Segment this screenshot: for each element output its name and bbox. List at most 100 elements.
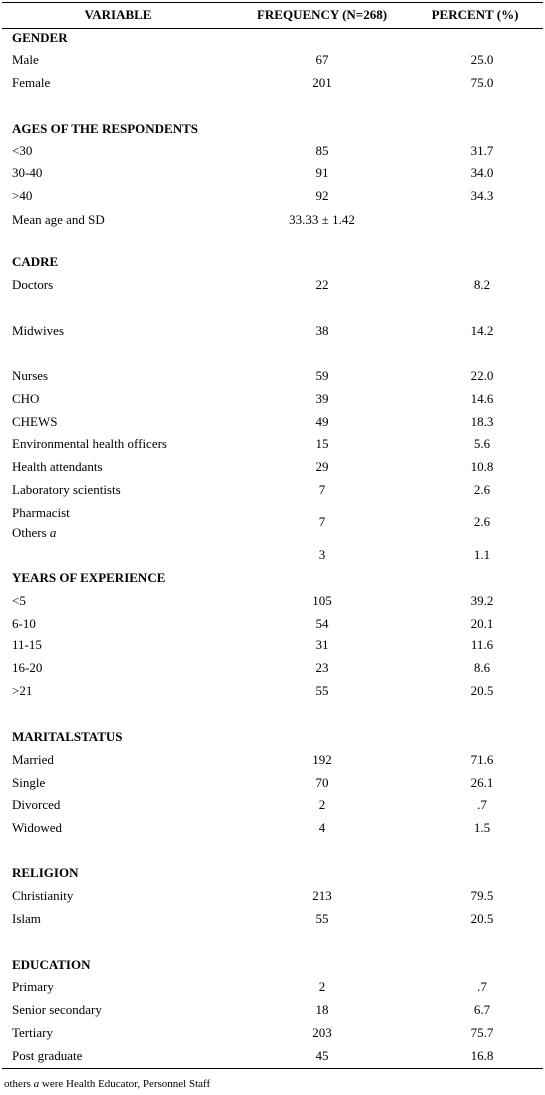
row-label: Others a	[12, 525, 57, 540]
row-label: Widowed	[12, 820, 63, 835]
percent-cell: 1.1	[473, 547, 491, 562]
percent-cell: 10.8	[470, 459, 494, 474]
row-label: 16-20	[12, 660, 43, 675]
row-label: 11-15	[12, 637, 42, 652]
header-cell: FREQUENCY (N=268)	[256, 7, 388, 22]
footnote: others a were Health Educator, Personnel…	[4, 1076, 210, 1092]
header-cell: PERCENT (%)	[431, 7, 519, 22]
frequency-cell: 15	[315, 436, 329, 451]
frequency-cell: 38	[315, 323, 329, 338]
section-label: GENDER	[12, 30, 68, 45]
row-label: Primary	[12, 979, 54, 994]
percent-cell: 75.0	[470, 75, 494, 90]
frequency-cell: 67	[315, 52, 329, 67]
percent-cell: 14.6	[470, 391, 494, 406]
row-label: Female	[12, 75, 51, 90]
row-label: Tertiary	[12, 1025, 53, 1040]
frequency-cell: 105	[312, 593, 332, 608]
row-label: Health attendants	[12, 459, 103, 474]
frequency-cell: 23	[315, 660, 329, 675]
section-label: MARITALSTATUS	[12, 729, 123, 744]
row-label: >21	[12, 683, 33, 698]
frequency-cell: 203	[312, 1025, 332, 1040]
footnote-text: were Health Educator, Personnel Staff	[41, 1078, 211, 1090]
frequency-cell: 85	[315, 143, 329, 158]
percent-cell: 8.2	[473, 277, 491, 292]
row-label: Midwives	[12, 323, 64, 338]
header-rule	[2, 28, 543, 29]
section-label: EDUCATION	[12, 957, 91, 972]
frequency-cell: 2	[318, 979, 326, 994]
frequency-cell: 31	[315, 637, 329, 652]
percent-cell: 34.0	[470, 165, 494, 180]
percent-cell: .7	[477, 797, 487, 812]
percent-cell: 1.5	[473, 820, 491, 835]
frequency-cell: 55	[315, 911, 329, 926]
percent-cell: 16.8	[470, 1048, 494, 1063]
row-label: <5	[12, 593, 26, 608]
percent-cell: 71.6	[470, 752, 494, 767]
row-label: CHO	[12, 391, 40, 406]
row-label: Pharmacist	[12, 505, 70, 520]
percent-cell: 34.3	[470, 188, 494, 203]
frequency-cell: 92	[315, 188, 329, 203]
percent-cell: 79.5	[470, 888, 494, 903]
percent-cell: 22.0	[470, 368, 494, 383]
row-label: 30-40	[12, 165, 43, 180]
percent-cell: 5.6	[473, 436, 491, 451]
percent-cell: 20.1	[470, 616, 494, 631]
footnote-text: others	[4, 1078, 31, 1090]
section-label: RELIGION	[12, 865, 79, 880]
frequency-cell: 49	[315, 414, 329, 429]
frequency-cell: 7	[318, 482, 326, 497]
percent-cell: 8.6	[473, 660, 491, 675]
frequency-cell: 59	[315, 368, 329, 383]
row-label: Married	[12, 752, 54, 767]
frequency-cell: 91	[315, 165, 329, 180]
percent-cell: 26.1	[470, 775, 494, 790]
percent-cell: 6.7	[473, 1002, 491, 1017]
footnote-mark: a	[49, 525, 57, 540]
frequency-cell: 39	[315, 391, 329, 406]
section-label: YEARS OF EXPERIENCE	[12, 570, 166, 585]
row-label: Senior secondary	[12, 1002, 102, 1017]
row-label: >40	[12, 188, 33, 203]
frequency-cell: 2	[318, 797, 326, 812]
percent-cell: 11.6	[470, 637, 494, 652]
section-label: CADRE	[12, 254, 59, 269]
percent-cell: 25.0	[470, 52, 494, 67]
frequency-cell: 45	[315, 1048, 329, 1063]
row-label: Post graduate	[12, 1048, 83, 1063]
frequency-cell: 3	[318, 547, 326, 562]
top-rule	[2, 2, 543, 3]
frequency-cell: 22	[315, 277, 329, 292]
row-label: Christianity	[12, 888, 74, 903]
frequency-cell: 33.33 ± 1.42	[289, 212, 355, 227]
row-label: <30	[12, 143, 33, 158]
row-label: Doctors	[12, 277, 54, 292]
section-label: AGES OF THE RESPONDENTS	[12, 121, 199, 136]
percent-cell: 20.5	[470, 683, 494, 698]
percent-cell: 2.6	[473, 514, 491, 529]
row-label: Male	[12, 52, 39, 67]
row-label: CHEWS	[12, 414, 58, 429]
percent-cell: .7	[477, 979, 487, 994]
frequency-cell: 55	[315, 683, 329, 698]
percent-cell: 2.6	[473, 482, 491, 497]
frequency-cell: 192	[312, 752, 332, 767]
frequency-cell: 201	[312, 75, 332, 90]
percent-cell: 20.5	[470, 911, 494, 926]
footnote-mark: a	[33, 1078, 40, 1090]
percent-cell: 75.7	[470, 1025, 494, 1040]
row-label: Mean age and SD	[12, 212, 105, 227]
row-label: 6-10	[12, 616, 36, 631]
row-label: Single	[12, 775, 46, 790]
row-label: Laboratory scientists	[12, 482, 121, 497]
row-label: Islam	[12, 911, 41, 926]
frequency-cell: 213	[312, 888, 332, 903]
frequency-cell: 29	[315, 459, 329, 474]
percent-cell: 39.2	[470, 593, 494, 608]
row-label: Nurses	[12, 368, 49, 383]
frequency-cell: 54	[315, 616, 329, 631]
